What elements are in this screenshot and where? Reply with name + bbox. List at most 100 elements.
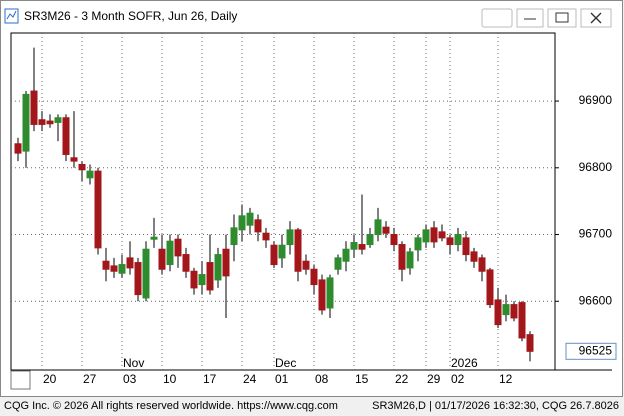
- candle-body: [366, 234, 374, 246]
- candle-body: [526, 334, 534, 352]
- x-tick-label: 27: [83, 372, 97, 386]
- candle-body: [374, 219, 382, 236]
- candle-body: [190, 270, 198, 289]
- x-tick-label: 01: [275, 372, 289, 386]
- x-tick-label: 15: [355, 372, 369, 386]
- candle-body: [446, 237, 454, 246]
- link-button[interactable]: [481, 8, 513, 28]
- x-tick-label: 08: [315, 372, 329, 386]
- candle-body: [118, 264, 126, 274]
- candle-body: [382, 226, 390, 234]
- candle-body: [294, 229, 302, 272]
- window-title: SR3M26 - 3 Month SOFR, Jun 26, Daily: [24, 9, 237, 23]
- candle-body: [230, 227, 238, 246]
- candle-body: [222, 248, 230, 277]
- candle-body: [390, 234, 398, 246]
- candle-body: [486, 269, 494, 306]
- candle-body: [158, 248, 166, 270]
- candle-body: [86, 170, 94, 179]
- x-tick-label: 12: [499, 372, 513, 386]
- footer-left: CQG Inc. © 2026 All rights reserved worl…: [4, 400, 338, 412]
- candle-body: [342, 248, 350, 262]
- last-price-box: [565, 342, 617, 360]
- candle-body: [398, 244, 406, 270]
- candle-body: [478, 257, 486, 272]
- x-tick-label: 29: [427, 372, 441, 386]
- candle-body: [406, 251, 414, 269]
- candle-body: [182, 254, 190, 272]
- candle-body: [334, 257, 342, 270]
- candle-body: [470, 251, 478, 262]
- candle-body: [310, 268, 318, 286]
- candle-body: [38, 119, 46, 125]
- candle-body: [94, 170, 102, 249]
- y-tick-label: 96600: [579, 293, 613, 307]
- x-tick-label: 10: [163, 372, 177, 386]
- candle-body: [22, 93, 30, 152]
- candle-body: [126, 257, 134, 269]
- corner-box: [10, 370, 31, 390]
- candle-body: [518, 302, 526, 339]
- candle-body: [30, 90, 38, 125]
- candle-body: [494, 299, 502, 326]
- candle-body: [238, 215, 246, 231]
- x-tick-label: 02: [451, 372, 465, 386]
- candle-body: [454, 234, 462, 246]
- x-tick-label: 24: [243, 372, 257, 386]
- restore-button[interactable]: [547, 8, 577, 28]
- candle-body: [246, 212, 254, 226]
- candle-body: [318, 279, 326, 311]
- x-tick-label: 20: [43, 372, 57, 386]
- x-tick-label: 17: [203, 372, 217, 386]
- candle-body: [462, 237, 470, 256]
- candle-body: [70, 157, 78, 162]
- candle-body: [438, 231, 446, 239]
- candle-body: [62, 117, 70, 155]
- candle-body: [110, 265, 118, 272]
- candle-body: [46, 120, 54, 125]
- candle-body: [502, 304, 510, 316]
- candle-body: [358, 244, 366, 250]
- candle-body: [150, 236, 158, 240]
- candle-body: [174, 238, 182, 257]
- candle-body: [206, 262, 214, 291]
- app-icon-glyph: [6, 10, 17, 20]
- candle-body: [214, 254, 222, 281]
- candle-body: [302, 260, 310, 270]
- candle-body: [166, 240, 174, 266]
- close-glyph: [590, 12, 602, 24]
- plot-area: [10, 32, 556, 371]
- y-tick-label: 96800: [579, 160, 613, 174]
- candle-body: [430, 227, 438, 243]
- x-tick-label: 22: [395, 372, 409, 386]
- candle-body: [254, 219, 262, 233]
- last-price-label: 96525: [579, 343, 613, 357]
- candle-body: [262, 232, 270, 241]
- candle-body: [270, 244, 278, 266]
- candle-body: [14, 143, 22, 154]
- footer-right: SR3M26,D | 01/17/2026 16:32:30, CQG 26.7…: [372, 400, 619, 412]
- candle-body: [422, 229, 430, 243]
- candle-body: [286, 229, 294, 246]
- candle-body: [134, 262, 142, 296]
- candle-body: [350, 242, 358, 250]
- month-label: Nov: [123, 356, 144, 370]
- candle-body: [326, 277, 334, 309]
- candle-body: [54, 117, 62, 123]
- x-tick-label: 03: [123, 372, 137, 386]
- y-tick-label: 96900: [579, 93, 613, 107]
- candle-body: [102, 260, 110, 270]
- candle-body: [278, 244, 286, 259]
- month-label: 2026: [451, 356, 478, 370]
- restore-glyph: [555, 12, 569, 23]
- candle-body: [142, 248, 150, 299]
- candle-body: [414, 237, 422, 251]
- month-label: Dec: [275, 356, 296, 370]
- y-tick-label: 96700: [579, 227, 613, 241]
- candle-body: [198, 274, 206, 286]
- candle-body: [510, 304, 518, 319]
- candle-body: [78, 163, 86, 171]
- minimize-button[interactable]: [516, 8, 544, 28]
